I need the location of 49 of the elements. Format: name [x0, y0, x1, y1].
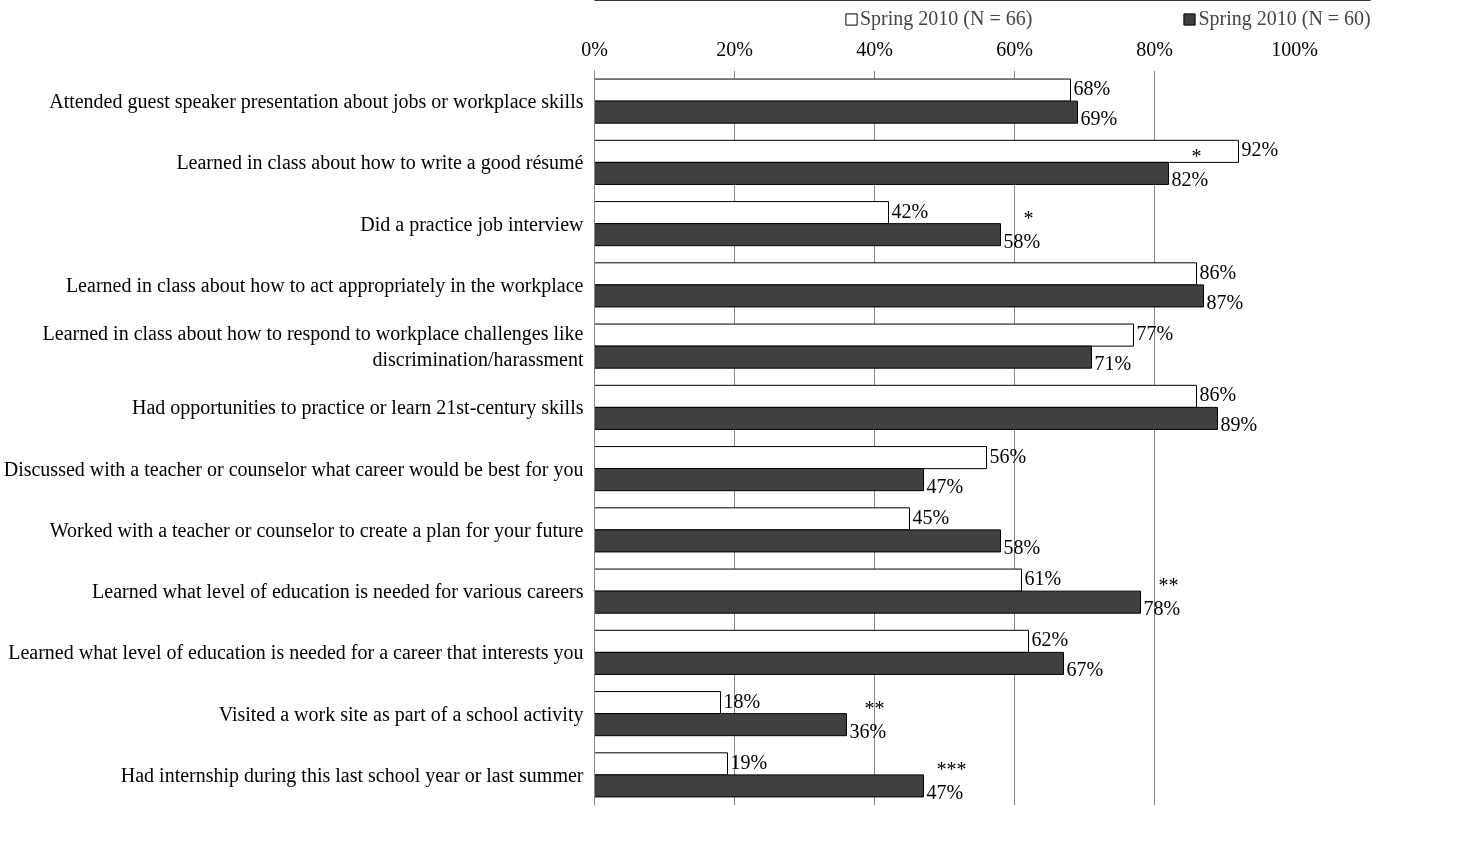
y-tick-label: Attended guest speaker presentation about jobs or workplace skills — [49, 90, 584, 114]
annotation: * — [1191, 145, 1202, 168]
data-label: 58% — [1003, 229, 1041, 252]
data-label: 61% — [1024, 567, 1062, 590]
annotation: * — [1023, 206, 1034, 229]
data-label: 56% — [989, 444, 1027, 467]
y-tick-label: Learned in class about how to write a good résumé — [176, 151, 584, 175]
x-tick-label: 20% — [716, 37, 753, 60]
y-tick-label: Had opportunities to practice or learn 21st-century skills — [131, 396, 584, 420]
data-label: 86% — [1199, 260, 1237, 283]
legend-label: Spring 2010 (N = 66) — [860, 7, 1033, 30]
y-tick-label: Discussed with a teacher or counselor what career would be best for you — [3, 457, 584, 481]
data-label: 69% — [1080, 107, 1118, 130]
x-tick-label: 60% — [996, 37, 1033, 60]
data-label: 18% — [723, 689, 761, 712]
annotation: *** — [936, 757, 967, 780]
data-label: 77% — [1136, 322, 1174, 345]
y-tick-label: Learned what level of education is needed for a career that interests you — [8, 641, 584, 665]
data-label: 47% — [926, 474, 964, 497]
y-tick-label: Had internship during this last school year or last summer — [120, 763, 584, 787]
y-tick-label: Learned what level of education is needed for various careers — [92, 580, 584, 603]
y-tick-label: Learned in class about how to respond to workplace challenges like discrimination/harassment — [42, 321, 584, 371]
y-tick-label: Learned in class about how to act appropriately in the workplace — [65, 273, 584, 297]
data-label: 89% — [1220, 413, 1258, 436]
data-label: 19% — [730, 750, 768, 773]
annotation: ** — [1158, 574, 1179, 597]
x-tick-label: 100% — [1271, 37, 1318, 60]
x-tick-label: 40% — [856, 37, 893, 60]
data-label: 92% — [1241, 138, 1279, 161]
annotation: ** — [864, 696, 885, 719]
data-label: 87% — [1206, 290, 1244, 313]
x-tick-label: 0% — [581, 37, 608, 60]
data-label: 67% — [1066, 658, 1104, 681]
y-tick-label: Did a practice job interview — [360, 212, 585, 236]
y-tick-label: Worked with a teacher or counselor to create a plan for your future — [49, 518, 584, 542]
data-label: 36% — [849, 719, 887, 742]
data-label: 86% — [1199, 383, 1237, 406]
data-label: 71% — [1094, 352, 1132, 375]
legend-label: Spring 2010 (N = 60) — [1198, 7, 1371, 30]
data-label: 47% — [926, 780, 964, 803]
data-label: 45% — [912, 505, 950, 528]
data-label: 42% — [891, 199, 929, 222]
data-label: 68% — [1073, 77, 1111, 100]
data-label: 62% — [1031, 628, 1069, 651]
data-label: 78% — [1143, 597, 1181, 620]
data-label: 82% — [1171, 168, 1209, 191]
data-label: 58% — [1003, 535, 1041, 558]
y-tick-label: Visited a work site as part of a school activity — [218, 702, 584, 726]
x-tick-label: 80% — [1136, 37, 1173, 60]
